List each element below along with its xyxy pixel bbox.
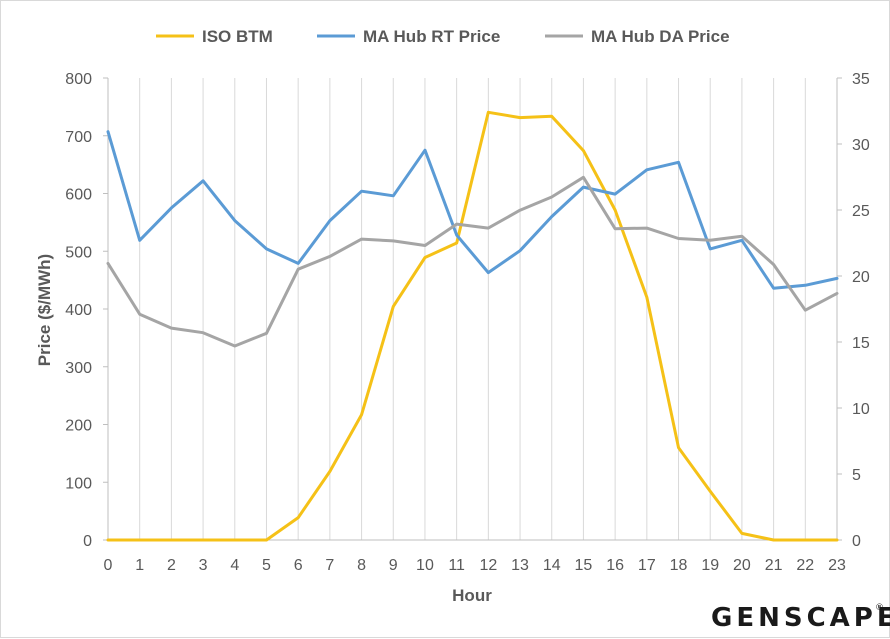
- x-tick-label: 22: [796, 557, 814, 574]
- x-tick-label: 2: [167, 557, 176, 574]
- legend-label: MA Hub DA Price: [591, 27, 730, 46]
- x-tick-label: 18: [670, 557, 688, 574]
- x-tick-label: 13: [511, 557, 529, 574]
- series-lines: [106, 110, 839, 542]
- x-tick-label: 16: [606, 557, 624, 574]
- x-axis-title: Hour: [452, 586, 492, 605]
- axes: 0 1 2 3 4 5 6 7 8 9 10 11 12 13 14 15 16 17 18 19 20 21 22 2301…: [65, 71, 870, 574]
- y2-tick-label: 0: [852, 533, 861, 550]
- y-tick-label: 200: [65, 418, 92, 435]
- x-tick-label: 4: [230, 557, 239, 574]
- x-tick-label: 5: [262, 557, 271, 574]
- x-tick-label: 0: [104, 557, 113, 574]
- y-tick-label: 400: [65, 302, 92, 319]
- y2-tick-label: 10: [852, 401, 870, 418]
- series-line-iso-btm: [106, 110, 839, 542]
- x-tick-label: 12: [479, 557, 497, 574]
- series-line-ma-hub-rt-price: [106, 130, 839, 290]
- y2-tick-label: 25: [852, 203, 870, 220]
- x-tick-label: 7: [325, 557, 334, 574]
- y-tick-label: 800: [65, 71, 92, 88]
- x-tick-label: 1: [135, 557, 144, 574]
- x-tick-label: 15: [575, 557, 593, 574]
- y-axis-title: Price ($/MWh): [35, 254, 54, 366]
- y2-tick-label: 30: [852, 137, 870, 154]
- logo-registered-mark: ®: [875, 603, 884, 613]
- y-tick-label: 700: [65, 129, 92, 146]
- legend: ISO BTM MA Hub RT Price MA Hub DA Price: [156, 27, 730, 46]
- x-tick-label: 3: [199, 557, 208, 574]
- y2-tick-label: 35: [852, 71, 870, 88]
- x-tick-label: 10: [416, 557, 434, 574]
- y-tick-label: 300: [65, 360, 92, 377]
- legend-label: MA Hub RT Price: [363, 27, 500, 46]
- y-tick-label: 500: [65, 244, 92, 261]
- x-tick-label: 23: [828, 557, 846, 574]
- x-tick-label: 17: [638, 557, 656, 574]
- x-tick-label: 20: [733, 557, 751, 574]
- x-tick-label: 14: [543, 557, 561, 574]
- x-tick-label: 9: [389, 557, 398, 574]
- legend-label: ISO BTM: [202, 27, 273, 46]
- genscape-logo: GENSCAPE ®: [711, 603, 890, 633]
- x-tick-label: 21: [765, 557, 783, 574]
- x-tick-label: 8: [357, 557, 366, 574]
- y-tick-label: 100: [65, 475, 92, 492]
- x-tick-label: 19: [701, 557, 719, 574]
- y2-tick-label: 5: [852, 467, 861, 484]
- x-tick-label: 6: [294, 557, 303, 574]
- y2-tick-label: 20: [852, 269, 870, 286]
- x-tick-label: 11: [448, 557, 465, 574]
- y-tick-label: 600: [65, 187, 92, 204]
- y2-tick-label: 15: [852, 335, 870, 352]
- gridlines: [107, 78, 838, 540]
- logo-text: GENSCAPE: [711, 603, 890, 633]
- series-line-ma-hub-da-price: [106, 175, 839, 348]
- y-tick-label: 0: [83, 533, 92, 550]
